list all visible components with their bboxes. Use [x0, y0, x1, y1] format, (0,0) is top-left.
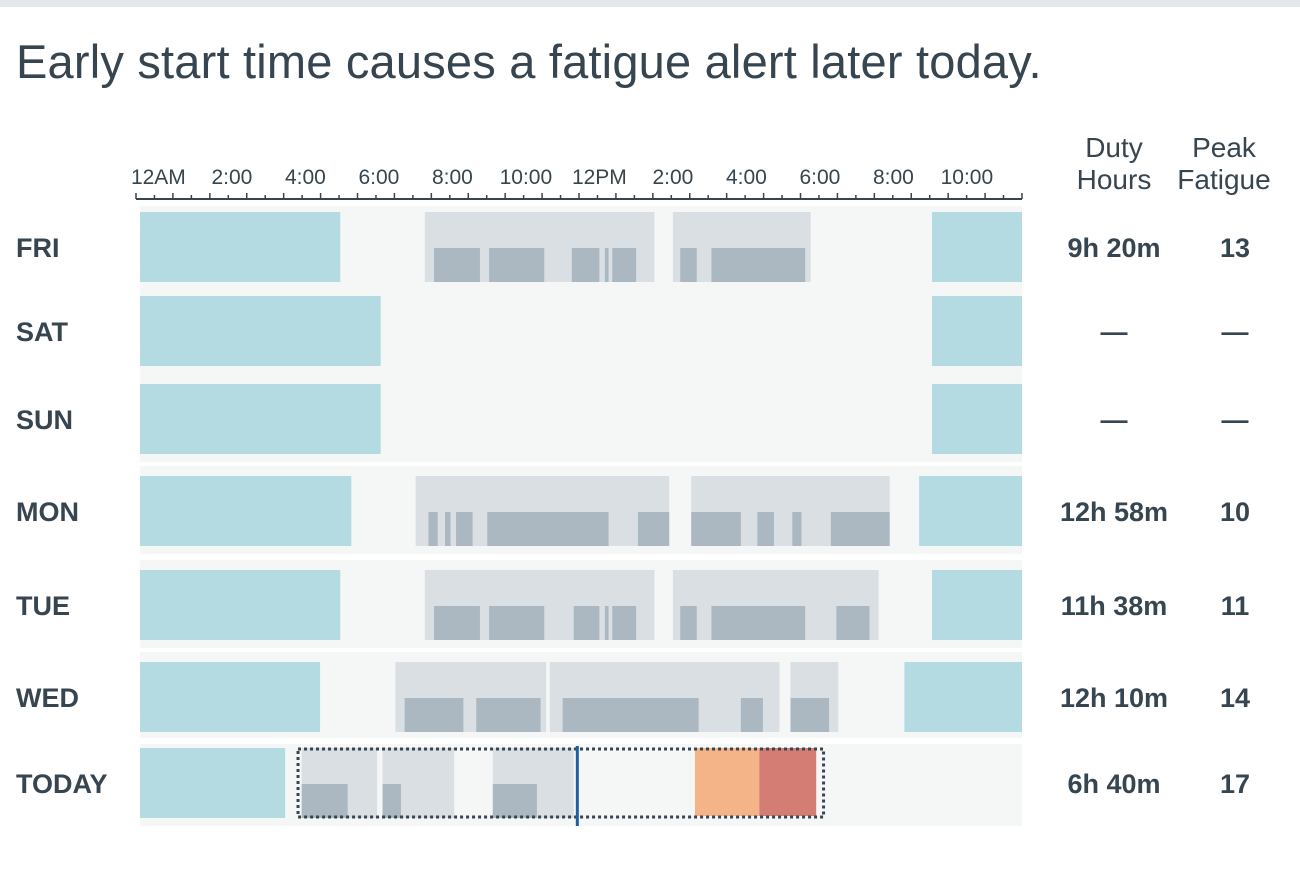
flight-segment-bar — [757, 512, 774, 546]
duty-header-line-1: Duty — [1085, 132, 1143, 163]
flight-segment-bar — [434, 606, 480, 640]
flight-segment-bar — [428, 512, 438, 546]
duty-hours-value: 12h 58m — [1060, 497, 1168, 527]
sleep-period-bar — [931, 570, 1022, 640]
peak-fatigue-value: — — [1222, 317, 1249, 347]
peak-fatigue-value: 13 — [1220, 233, 1250, 263]
duty-hours-value: 9h 20m — [1067, 233, 1160, 263]
duty-hours-value: 11h 38m — [1061, 591, 1168, 621]
flight-segment-bar — [691, 512, 741, 546]
day-label: SUN — [16, 405, 73, 435]
flight-segment-bar — [489, 606, 545, 640]
fatigue-alert-high-bar — [759, 748, 817, 816]
sleep-period-bar — [140, 662, 321, 732]
sleep-period-bar — [904, 662, 1022, 732]
x-tick-label: 8:00 — [432, 166, 473, 189]
flight-segment-bar — [476, 698, 541, 732]
flight-segment-bar — [487, 512, 609, 546]
flight-segment-bar — [456, 512, 473, 546]
flight-segment-bar — [492, 784, 537, 818]
duty-header-line-2: Hours — [1076, 164, 1152, 195]
sleep-period-bar — [140, 384, 381, 454]
sleep-period-bar — [931, 384, 1022, 454]
top-divider-bar — [0, 0, 1300, 7]
planned-duty-window-outline — [296, 747, 826, 819]
flight-segment-bar — [680, 606, 697, 640]
sleep-period-bar — [931, 212, 1022, 282]
day-label: SAT — [16, 317, 69, 347]
sleep-period-bar — [140, 212, 341, 282]
peak-fatigue-value: 11 — [1221, 591, 1250, 621]
peak-fatigue-column-header: Peak Fatigue — [1159, 132, 1289, 196]
flight-segment-bar — [604, 248, 609, 282]
flight-segment-bar — [680, 248, 697, 282]
day-label: TUE — [16, 591, 70, 621]
fatigue-alert-moderate-bar — [694, 748, 760, 816]
flight-segment-bar — [836, 606, 870, 640]
x-tick-label: 10:00 — [500, 166, 553, 189]
flight-segment-bar — [445, 512, 451, 546]
x-tick-label: 4:00 — [726, 166, 767, 189]
flight-segment-bar — [792, 512, 802, 546]
flight-segment-bar — [573, 606, 600, 640]
x-tick-label: 10:00 — [941, 166, 994, 189]
x-tick-label: 2:00 — [652, 166, 693, 189]
sleep-period-bar — [140, 476, 352, 546]
flight-segment-bar — [489, 248, 545, 282]
sleep-period-bar — [140, 570, 341, 640]
flight-segment-bar — [571, 248, 600, 282]
sleep-period-bar — [140, 296, 381, 366]
flight-segment-bar — [612, 606, 637, 640]
duty-hours-value: 6h 40m — [1067, 769, 1160, 799]
day-label: WED — [16, 683, 79, 713]
flight-segment-bar — [612, 248, 637, 282]
day-label: TODAY — [16, 769, 108, 799]
flight-segment-bar — [604, 606, 609, 640]
page-title: Early start time causes a fatigue alert … — [16, 35, 1042, 88]
flight-segment-bar — [404, 698, 464, 732]
x-tick-label: 12PM — [572, 166, 627, 189]
duty-hours-column-header: Duty Hours — [1049, 132, 1179, 196]
x-tick-label: 12AM — [131, 166, 186, 189]
day-label: MON — [16, 497, 79, 527]
flight-segment-bar — [301, 784, 348, 818]
flight-segment-bar — [711, 606, 806, 640]
fatigue-header-line-2: Fatigue — [1177, 164, 1271, 195]
flight-segment-bar — [711, 248, 806, 282]
x-tick-label: 4:00 — [285, 166, 326, 189]
flight-segment-bar — [830, 512, 890, 546]
x-tick-label: 6:00 — [358, 166, 399, 189]
x-tick-label: 2:00 — [211, 166, 252, 189]
flight-segment-bar — [740, 698, 763, 732]
day-label: FRI — [16, 233, 60, 263]
flight-segment-bar — [562, 698, 699, 732]
duty-hours-value: 12h 10m — [1060, 683, 1168, 713]
x-tick-label: 8:00 — [873, 166, 914, 189]
x-tick-label: 6:00 — [799, 166, 840, 189]
duty-hours-value: — — [1101, 405, 1128, 435]
sleep-period-bar — [140, 748, 286, 818]
fatigue-header-line-1: Peak — [1192, 132, 1256, 163]
flight-segment-bar — [637, 512, 670, 546]
peak-fatigue-value: 10 — [1220, 497, 1250, 527]
peak-fatigue-value: — — [1222, 405, 1249, 435]
day-row-background — [140, 744, 1022, 826]
sleep-period-bar — [931, 296, 1022, 366]
peak-fatigue-value: 14 — [1220, 683, 1250, 713]
duty-hours-value: — — [1101, 317, 1128, 347]
flight-segment-bar — [382, 784, 401, 818]
sleep-period-bar — [919, 476, 1022, 546]
flight-segment-bar — [434, 248, 480, 282]
flight-segment-bar — [790, 698, 830, 732]
peak-fatigue-value: 17 — [1220, 769, 1250, 799]
